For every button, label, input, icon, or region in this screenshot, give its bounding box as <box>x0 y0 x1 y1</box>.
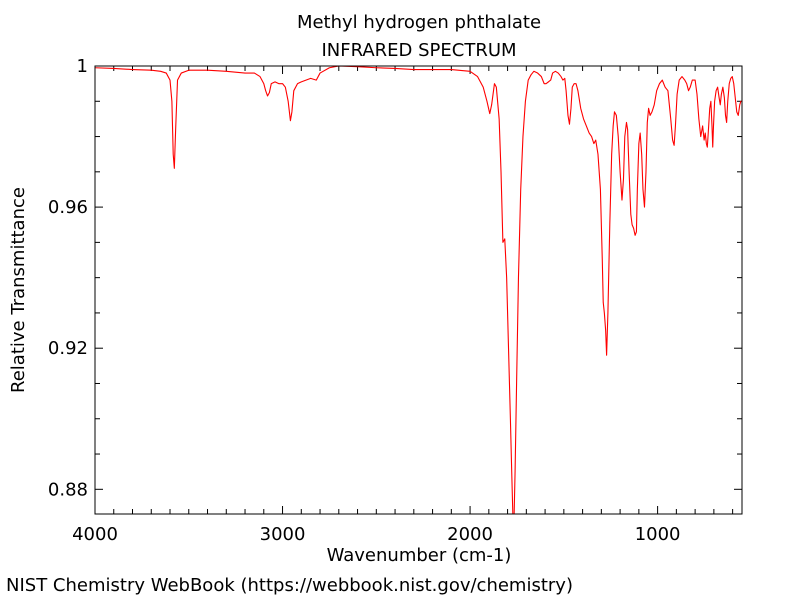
x-tick-label: 4000 <box>72 524 118 545</box>
spectrum-line <box>95 66 742 514</box>
plot-frame <box>94 65 743 515</box>
chart-subtitle: INFRARED SPECTRUM <box>321 40 516 61</box>
source-credit: NIST Chemistry WebBook (https://webbook.… <box>6 575 573 596</box>
axis-ticks: 4000 3000 2000 1000 0.88 0.92 0.96 1 <box>48 56 742 545</box>
x-tick-label: 2000 <box>447 524 493 545</box>
series-layer <box>95 66 742 514</box>
y-tick-label: 0.96 <box>48 197 88 218</box>
y-tick-label: 0.88 <box>48 479 88 500</box>
x-axis-label: Wavenumber (cm-1) <box>327 545 512 566</box>
chart-title: Methyl hydrogen phthalate <box>297 12 541 33</box>
y-tick-label: 0.92 <box>48 338 88 359</box>
x-tick-label: 3000 <box>260 524 306 545</box>
y-axis-label: Relative Transmittance <box>8 187 29 393</box>
x-tick-label: 1000 <box>635 524 681 545</box>
y-tick-label: 1 <box>77 56 88 77</box>
